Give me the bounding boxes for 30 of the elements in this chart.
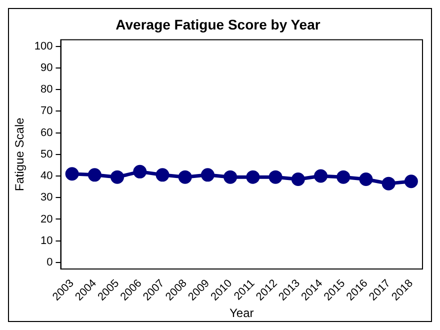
point <box>65 167 79 181</box>
point <box>382 176 396 190</box>
y-tick-label: 40 <box>40 170 53 182</box>
y-tick-label: 50 <box>40 148 53 160</box>
point <box>110 170 124 184</box>
y-tick-label: 70 <box>40 105 53 118</box>
y-tick-label: 90 <box>40 62 53 74</box>
point <box>314 169 328 183</box>
point <box>268 170 282 184</box>
point <box>404 174 418 188</box>
point <box>291 172 305 186</box>
y-tick-label: 100 <box>34 40 53 52</box>
x-axis-title: Year <box>230 306 254 320</box>
y-tick-label: 10 <box>40 234 53 247</box>
y-tick-label: 60 <box>40 126 53 139</box>
point <box>200 168 214 182</box>
point <box>336 170 350 184</box>
chart-title: Average Fatigue Score by Year <box>116 16 321 32</box>
point <box>246 170 260 184</box>
point <box>88 168 102 182</box>
y-tick-label: 30 <box>40 192 53 204</box>
point <box>224 170 238 184</box>
point <box>178 170 192 184</box>
point <box>156 168 170 182</box>
y-axis-title: Fatigue Scale <box>12 117 27 192</box>
y-tick-label: 0 <box>46 256 53 269</box>
point <box>133 164 147 178</box>
point <box>359 172 373 186</box>
y-tick-label: 20 <box>40 213 53 226</box>
y-tick-label: 80 <box>40 84 53 96</box>
